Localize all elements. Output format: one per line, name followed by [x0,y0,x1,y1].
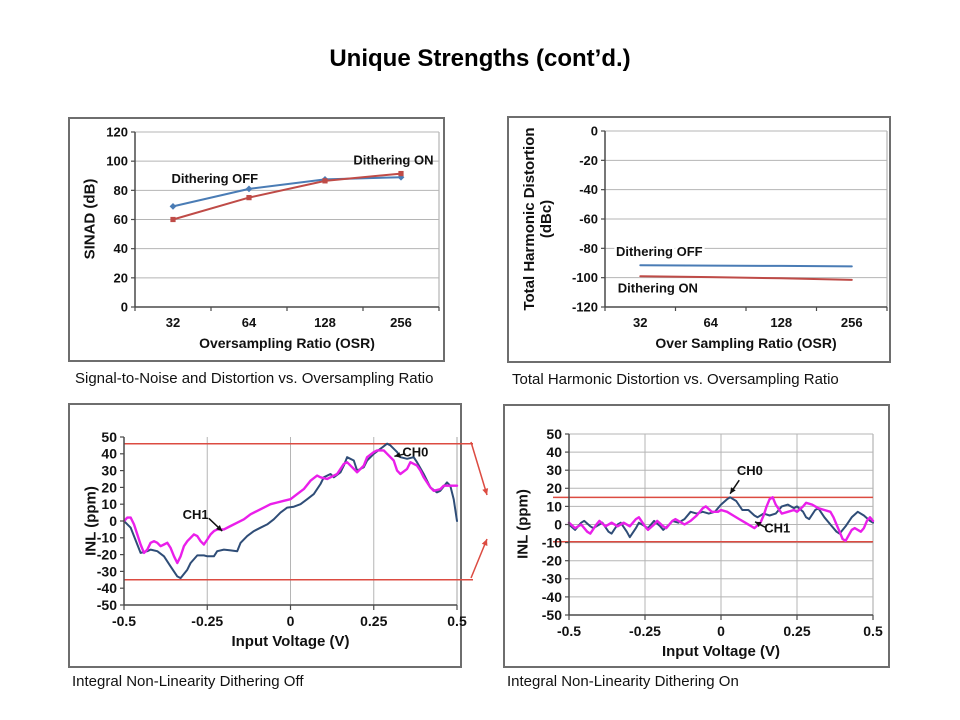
svg-text:-20: -20 [579,153,598,168]
svg-text:Dithering OFF: Dithering OFF [616,244,703,259]
svg-text:80: 80 [114,183,128,198]
svg-text:30: 30 [546,462,562,478]
svg-text:0.25: 0.25 [360,613,387,629]
svg-text:-0.5: -0.5 [557,623,581,639]
svg-text:-20: -20 [542,553,562,569]
svg-text:256: 256 [390,315,412,330]
svg-text:20: 20 [101,479,117,495]
svg-text:CH1: CH1 [183,507,209,522]
svg-text:-40: -40 [97,580,117,596]
svg-text:0: 0 [591,124,598,139]
svg-text:120: 120 [106,125,128,140]
svg-text:-30: -30 [97,563,117,579]
svg-text:20: 20 [546,480,562,496]
slide-title: Unique Strengths (cont’d.) [329,45,631,72]
svg-text:60: 60 [114,212,128,227]
svg-text:0: 0 [121,300,128,315]
svg-text:128: 128 [770,315,792,330]
thd-chart-box: Total Harmonic Distortion (dBc) 0 -20 -40-… [507,116,891,363]
svg-text:256: 256 [841,315,863,330]
svg-text:-20: -20 [97,547,117,563]
svg-text:0.5: 0.5 [447,613,467,629]
svg-text:-100: -100 [572,270,598,285]
svg-text:64: 64 [704,315,719,330]
sinad-chart-box: SINAD (dB) 0 20 40 60 80 100 120 32 64 128 256 Over… [68,117,445,362]
svg-text:CH0: CH0 [737,463,763,478]
svg-text:64: 64 [242,315,257,330]
svg-text:-80: -80 [579,241,598,256]
svg-text:40: 40 [114,241,128,256]
svg-text:-60: -60 [579,212,598,227]
svg-text:Dithering ON: Dithering ON [618,280,698,295]
svg-text:128: 128 [314,315,336,330]
svg-text:-10: -10 [542,535,562,551]
inl-limit-connector-arrows [470,441,489,579]
svg-text:0.25: 0.25 [783,623,810,639]
svg-text:Input Voltage (V): Input Voltage (V) [231,633,349,650]
svg-text:-50: -50 [97,597,117,613]
svg-text:10: 10 [101,496,117,512]
thd-chart-plot: 0 -20 -40 -60 -80 -100 -120 32 64 128 256 Over Samp… [572,124,888,351]
svg-text:0: 0 [554,516,562,532]
svg-text:40: 40 [101,446,117,462]
svg-text:-30: -30 [542,571,562,587]
inl-on-chart-box: INL (ppm) 50 40 30 20 10 0 -10 -20 -30 -40 -50 -0.5… [503,404,890,668]
svg-text:-0.5: -0.5 [112,613,136,629]
svg-text:CH0: CH0 [402,445,428,460]
svg-text:-10: -10 [97,530,117,546]
svg-text:-40: -40 [542,589,562,605]
svg-text:40: 40 [546,444,562,460]
inl-off-chart-caption: Integral Non-Linearity Dithering Off [72,673,304,690]
svg-text:Over Sampling Ratio (OSR): Over Sampling Ratio (OSR) [655,335,836,351]
sinad-chart-plot: 0 20 40 60 80 100 120 32 64 128 256 Oversampling Ra… [106,125,440,351]
svg-text:0: 0 [717,623,725,639]
svg-text:32: 32 [633,315,647,330]
svg-text:Dithering ON: Dithering ON [353,152,433,167]
svg-text:20: 20 [114,270,128,285]
inl-on-chart-caption: Integral Non-Linearity Dithering On [507,673,739,690]
thd-chart-caption: Total Harmonic Distortion vs. Oversampli… [512,371,839,388]
svg-text:Input Voltage (V): Input Voltage (V) [662,643,780,660]
svg-text:-50: -50 [542,607,562,623]
sinad-chart-caption: Signal-to-Noise and Distortion vs. Overs… [75,370,434,387]
svg-text:-40: -40 [579,182,598,197]
svg-text:-0.25: -0.25 [629,623,661,639]
svg-text:32: 32 [166,315,180,330]
svg-text:50: 50 [101,429,117,445]
svg-text:-0.25: -0.25 [191,613,223,629]
svg-text:30: 30 [101,463,117,479]
svg-text:10: 10 [546,498,562,514]
svg-text:-120: -120 [572,300,598,315]
svg-text:0.5: 0.5 [863,623,883,639]
svg-text:0: 0 [109,513,117,529]
svg-text:0: 0 [287,613,295,629]
svg-text:100: 100 [106,154,128,169]
svg-text:CH1: CH1 [764,521,790,536]
inl-off-chart-box: INL (ppm) 50 40 30 20 10 0 -10 -20 -30 -40 -50 -0.5… [68,403,473,668]
svg-text:Dithering OFF: Dithering OFF [171,171,258,186]
inl-on-chart-plot: 50 40 30 20 10 0 -10 -20 -30 -40 -50-0.5 -0.25 0 0.25… [542,426,883,660]
svg-text:50: 50 [546,426,562,442]
svg-text:Oversampling Ratio (OSR): Oversampling Ratio (OSR) [199,335,375,351]
